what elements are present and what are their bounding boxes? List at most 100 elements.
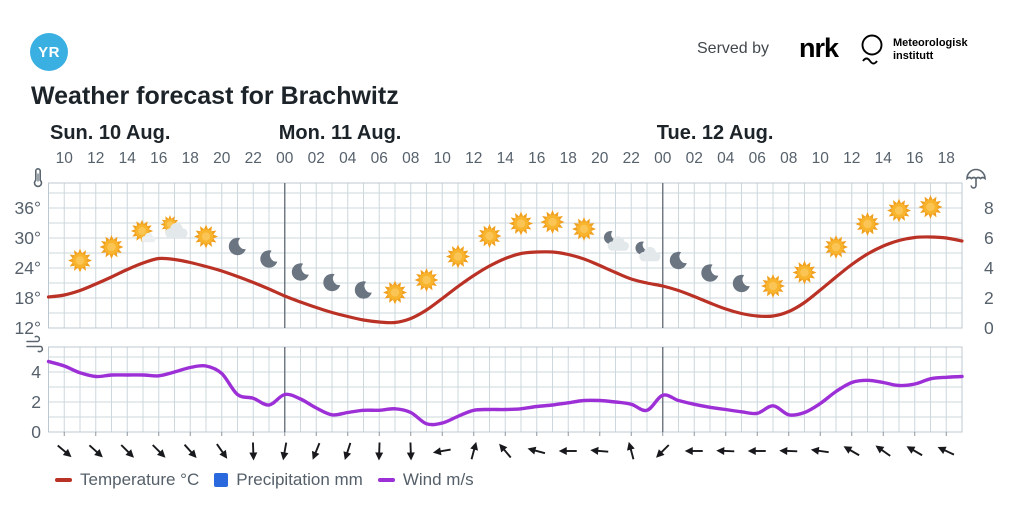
yr-logo[interactable]: YR (30, 33, 68, 71)
temperature-axis-label: 36° (15, 198, 41, 218)
time-tick-label: 02 (308, 150, 325, 167)
wind-direction-arrow (843, 446, 860, 457)
temperature-axis-label: 18° (15, 288, 41, 308)
time-tick-label: 20 (591, 150, 609, 167)
day-label: Tue. 12 Aug. (657, 122, 774, 144)
time-tick-label: 20 (213, 150, 231, 167)
legend-precipitation-label: Precipitation mm (236, 470, 363, 489)
wind-direction-arrow (684, 447, 703, 455)
wind-direction-arrow (716, 446, 735, 455)
time-tick-label: 14 (497, 150, 515, 167)
chart-legend: Temperature °C Precipitation mm Wind m/s (55, 470, 474, 490)
wind-direction-arrow (183, 444, 197, 459)
weather-icon-clearsky_day (414, 268, 439, 292)
precipitation-axis-label: 0 (984, 318, 994, 338)
time-tick-label: 06 (749, 150, 766, 167)
wind-direction-arrow (249, 442, 258, 461)
wind-direction-arrow (375, 442, 384, 461)
wind-axis-label: 4 (31, 362, 41, 382)
temperature-panel-border (48, 182, 963, 329)
weather-icon-partlycloudy_night (635, 241, 661, 262)
wind-direction-arrow (470, 441, 479, 460)
precipitation-swatch (214, 473, 229, 487)
time-tick-label: 04 (339, 150, 357, 167)
wind-direction-arrow (499, 443, 512, 459)
wind-direction-arrow (343, 442, 352, 461)
wind-icon (26, 335, 44, 353)
time-tick-label: 04 (717, 150, 735, 167)
time-tick-label: 16 (528, 150, 545, 167)
wind-direction-arrow (656, 444, 670, 458)
wind-direction-arrow (120, 444, 134, 458)
yr-logo-text: YR (38, 43, 60, 61)
weather-icon-partlycloudy_day (160, 215, 188, 238)
weather-icon-partlycloudy_night (603, 230, 629, 251)
served-by-label: Served by (697, 40, 770, 57)
wind-direction-arrow (906, 446, 923, 457)
met-institute-text: Meteorologisk institutt (893, 37, 968, 62)
legend-temperature-label: Temperature °C (80, 470, 200, 489)
time-tick-label: 22 (245, 150, 262, 167)
time-tick-label: 14 (875, 150, 893, 167)
time-tick-label: 18 (938, 150, 955, 167)
wind-direction-arrow (311, 442, 321, 460)
wind-direction-arrow (779, 446, 798, 455)
time-tick-label: 12 (843, 150, 860, 167)
met-institute-mark (861, 34, 883, 65)
wind-direction-arrow (216, 443, 228, 459)
wind-swatch (377, 478, 395, 482)
weather-icon-fair_day (130, 219, 156, 243)
precipitation-axis-label: 2 (984, 288, 994, 308)
weather-icon-clearsky_day (824, 235, 848, 259)
wind-direction-arrow (875, 445, 891, 457)
umbrella-icon (966, 168, 986, 189)
legend-wind: Wind m/s (377, 470, 474, 490)
wind-line (46, 359, 964, 427)
weather-icon-clearsky_night (354, 281, 372, 299)
time-tick-label: 00 (654, 150, 672, 167)
day-label: Mon. 11 Aug. (279, 122, 402, 144)
day-label: Sun. 10 Aug. (50, 122, 170, 144)
temperature-line (46, 235, 964, 325)
wind-direction-arrow (590, 446, 609, 455)
precipitation-axis-label: 4 (984, 258, 994, 278)
time-tick-label: 12 (465, 150, 482, 167)
weather-icon-clearsky_night (228, 237, 246, 256)
nrk-logo[interactable]: nrk (799, 33, 839, 63)
wind-direction-arrow (626, 441, 635, 460)
time-tick-label: 12 (87, 150, 104, 167)
weather-icon-clearsky_day (477, 224, 502, 248)
time-tick-label: 22 (623, 150, 640, 167)
wind-direction-arrow (527, 446, 546, 455)
wind-axis-label: 0 (31, 422, 41, 442)
time-tick-label: 10 (56, 150, 74, 167)
wind-direction-arrow (432, 447, 451, 456)
time-tick-label: 08 (780, 150, 797, 167)
wind-direction-arrow (747, 447, 766, 455)
time-tick-label: 10 (812, 150, 830, 167)
weather-icon-clearsky_night (291, 263, 309, 281)
precipitation-axis-label: 6 (984, 228, 994, 248)
met-institute-logo[interactable]: Meteorologisk institutt (858, 33, 968, 67)
temperature-axis-label: 30° (15, 228, 41, 248)
thermometer-icon (33, 168, 43, 188)
weather-icon-clearsky_day (918, 195, 943, 219)
wind-direction-arrow (810, 446, 829, 455)
weather-icon-clearsky_day (509, 211, 533, 236)
wind-axis-label: 2 (31, 392, 41, 412)
temperature-swatch (55, 478, 72, 482)
wind-direction-arrow (558, 447, 577, 455)
time-tick-label: 00 (276, 150, 294, 167)
weather-icon-clearsky_day (446, 244, 470, 269)
weather-icon-clearsky_day (383, 280, 407, 305)
temperature-axis-label: 12° (15, 318, 41, 338)
weather-icon-clearsky_night (323, 273, 341, 292)
weather-icon-clearsky_day (761, 274, 785, 298)
weather-icon-clearsky_day (792, 260, 817, 285)
weather-icon-clearsky_day (540, 210, 565, 234)
wind-direction-arrow (88, 444, 103, 458)
legend-temperature: Temperature °C (55, 470, 199, 490)
wind-direction-arrow (406, 442, 415, 461)
